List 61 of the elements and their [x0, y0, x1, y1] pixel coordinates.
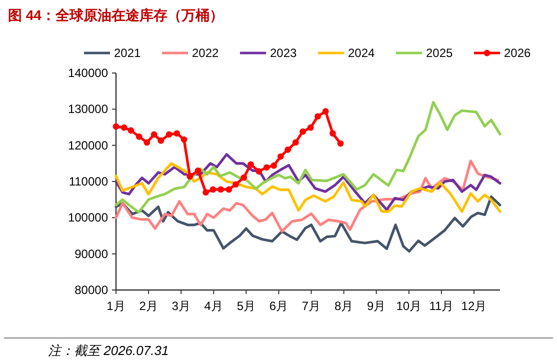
text: 注：截至 2026.07.31: [48, 343, 169, 358]
point: [300, 128, 306, 135]
y-tick-label: 120000: [68, 138, 108, 152]
legend-label: 2022: [192, 46, 220, 60]
title: 图 44：全球原油在途库存（万桶）: [8, 7, 224, 23]
point: [263, 164, 270, 171]
point: [226, 186, 232, 193]
x-tick-label: 4月: [204, 299, 223, 313]
point: [150, 131, 158, 138]
point: [166, 131, 172, 138]
point: [292, 139, 299, 146]
x-tick-label: 9月: [366, 299, 386, 313]
x-tick-label: 6月: [269, 299, 288, 313]
point: [232, 181, 239, 188]
x-tick-label: 5月: [236, 299, 256, 313]
x-tick-label: 10月: [396, 299, 422, 313]
x-tick-label: 11月: [429, 299, 454, 313]
point: [256, 168, 262, 175]
legend-label: 2026: [504, 46, 532, 60]
legend-label: 2025: [426, 46, 454, 60]
y-tick-label: 140000: [68, 66, 108, 80]
x-tick-label: 7月: [302, 299, 321, 313]
x-tick-label: 3月: [172, 299, 190, 313]
point: [270, 162, 278, 169]
point: [337, 140, 344, 147]
point: [314, 113, 321, 120]
point: [202, 189, 210, 196]
point: [330, 130, 336, 137]
point: [186, 173, 194, 180]
point: [144, 139, 150, 146]
point: [277, 153, 284, 160]
legend-label: 2021: [114, 46, 142, 60]
line-series: [114, 162, 502, 213]
y-tick-label: 90000: [74, 246, 108, 261]
line-series: [114, 195, 502, 253]
point: [120, 124, 128, 131]
point: [218, 186, 224, 193]
legend-label: 2023: [270, 46, 298, 60]
point: [180, 136, 188, 143]
point: [322, 108, 329, 115]
point: [284, 146, 292, 153]
point: [128, 127, 134, 134]
x-tick-label: 12月: [461, 299, 487, 313]
line-series: [114, 101, 502, 214]
point: [136, 133, 142, 140]
y-tick-label: 110000: [68, 174, 108, 188]
y-tick-label: 100000: [68, 210, 108, 225]
point: [174, 130, 180, 137]
y-tick-label: 80000: [74, 283, 108, 297]
legend-label: 2024: [348, 46, 376, 60]
x-tick-label: 2月: [139, 299, 158, 313]
x-tick-label: 1月: [106, 299, 126, 313]
point: [158, 137, 164, 144]
x-tick-label: 8月: [334, 299, 354, 313]
point: [240, 174, 248, 181]
point: [307, 124, 314, 131]
point: [248, 161, 254, 168]
point: [112, 123, 120, 130]
point: [210, 186, 216, 193]
point: [194, 167, 202, 174]
y-tick-label: 130000: [68, 102, 108, 116]
